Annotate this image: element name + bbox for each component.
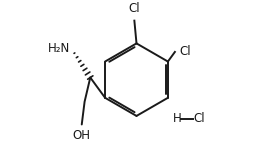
Text: Cl: Cl [193, 112, 205, 125]
Text: OH: OH [72, 129, 90, 142]
Text: Cl: Cl [129, 2, 140, 15]
Text: H₂N: H₂N [48, 42, 70, 55]
Text: Cl: Cl [179, 45, 191, 58]
Text: H: H [173, 112, 181, 125]
